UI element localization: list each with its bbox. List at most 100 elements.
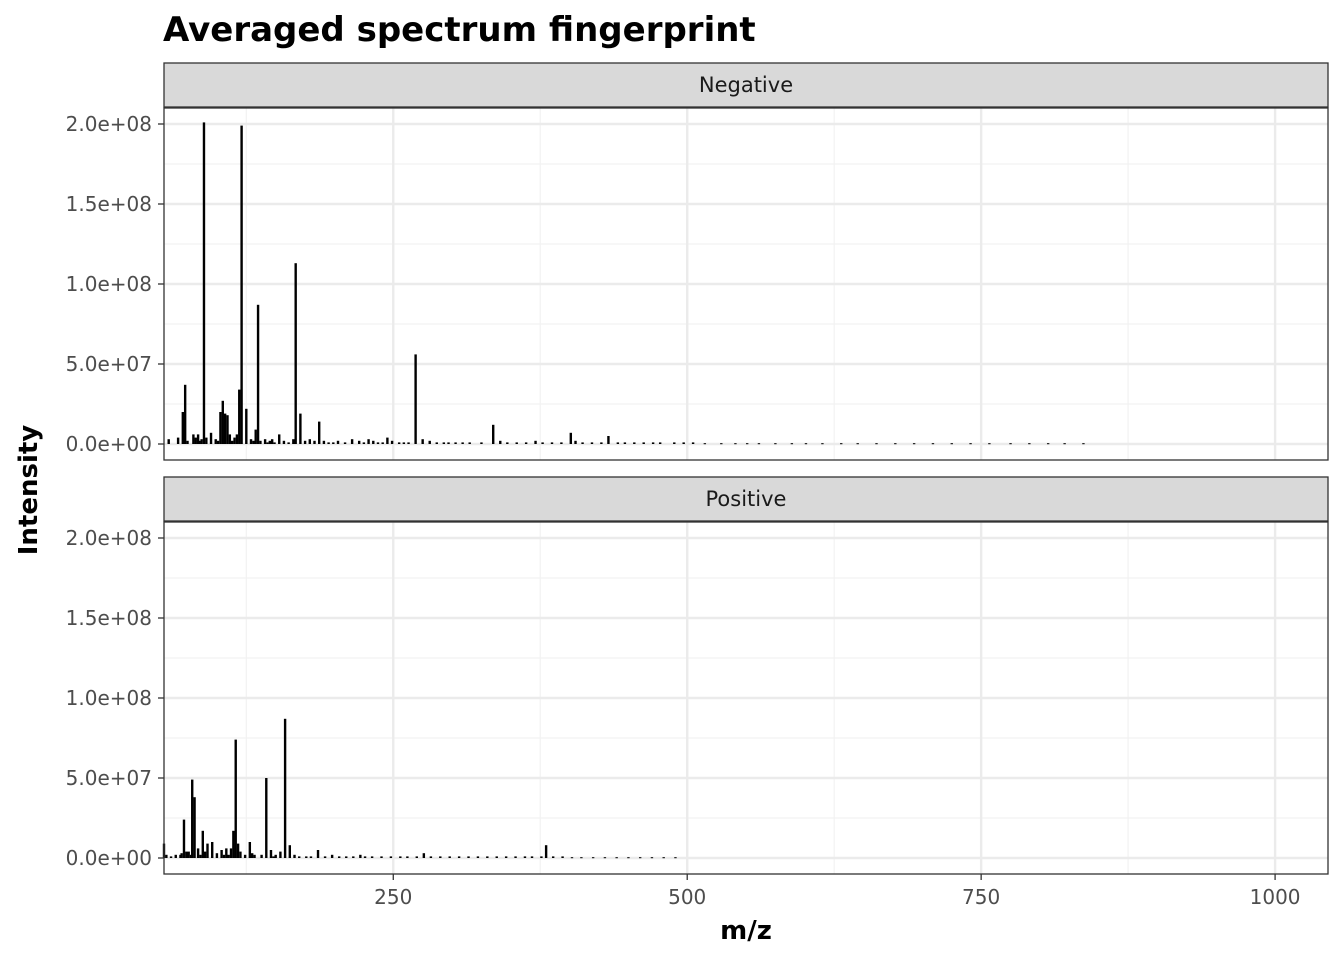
y-tick-label: 0.0e+00 [66, 846, 152, 870]
spectrum-bar [422, 853, 426, 858]
spectrum-bar [234, 739, 237, 858]
spectrum-bar [642, 442, 645, 444]
spectrum-bar [357, 440, 361, 444]
spectrum-bar [561, 856, 564, 858]
spectrum-bar [541, 442, 544, 444]
spectrum-bar [305, 856, 308, 858]
y-tick-label: 1.0e+08 [66, 272, 152, 296]
spectrum-bar [250, 853, 254, 858]
spectrum-bar [167, 439, 170, 444]
spectrum-bar [623, 442, 627, 444]
spectrum-bar [236, 843, 240, 858]
spectrum-bar [202, 122, 206, 445]
spectrum-bar [229, 848, 233, 858]
y-axis-title: Intensity [14, 425, 44, 556]
spectrum-bar [415, 856, 418, 858]
spectrum-bar [359, 854, 362, 858]
spectrum-bar [292, 439, 295, 444]
y-tick-label: 5.0e+07 [66, 766, 152, 790]
spectrum-bar [402, 442, 406, 444]
spectrum-bar [399, 856, 402, 858]
spectrum-bar [196, 434, 200, 444]
spectrum-bar [273, 442, 276, 444]
spectrum-bar [260, 854, 263, 858]
spectrum-bar [225, 848, 228, 858]
spectrum-bar [615, 857, 618, 859]
spectrum-bar [745, 443, 749, 445]
x-axis: 250 500 750 1000 [374, 874, 1301, 909]
spectrum-bar [215, 853, 219, 858]
spectrum-bar [165, 854, 168, 858]
spectrum-bar [407, 442, 410, 444]
spectrum-bar [226, 415, 229, 444]
spectrum-bar [530, 856, 534, 858]
facet-panels: Negative 0.0e+00 5.0e+07 1.0e+08 1.5e+08 2.0e… [66, 62, 1329, 875]
spectrum-bar [581, 442, 584, 444]
spectrum-bar [330, 854, 334, 858]
spectrum-bar [183, 384, 187, 444]
spectrum-bar [272, 856, 275, 858]
spectrum-bar [322, 440, 326, 444]
y-tick-label: 1.5e+08 [66, 606, 152, 630]
spectrum-bar [253, 854, 256, 858]
spectrum-bar [350, 439, 354, 444]
spectrum-bar [198, 440, 201, 444]
spectrum-bar [616, 442, 620, 444]
spectrum-bar [580, 857, 583, 859]
spectrum-bar [298, 856, 301, 858]
spectrum-bar [1028, 443, 1031, 445]
spectrum-bar [447, 442, 450, 444]
facet-strip [163, 476, 1329, 522]
spectrum-bar [266, 442, 269, 444]
spectrum-bar [274, 854, 277, 858]
spectrum-bar [551, 856, 555, 858]
spectrum-bar [192, 434, 195, 444]
spectrum-bar [372, 440, 375, 444]
spectrum-bar [406, 856, 409, 858]
spectrum-bar [230, 440, 234, 444]
spectrum-bar [682, 442, 685, 444]
x-tick-label: 500 [668, 885, 706, 909]
spectrum-bar [389, 856, 393, 858]
spectrum-bar [421, 439, 424, 444]
spectrum-bar [254, 429, 257, 444]
facet-strip-label: Positive [706, 487, 787, 511]
spectrum-bar [248, 842, 252, 858]
spectrum-bar [476, 856, 480, 858]
spectrum-bar [414, 354, 417, 444]
spectrum-bar [524, 442, 528, 444]
spectrum-bar [454, 442, 457, 444]
spectrum-bar [214, 439, 217, 444]
spectrum-bar [282, 440, 286, 444]
spectrum-bar [514, 856, 517, 858]
spectrum-bar [181, 412, 185, 444]
spectrum-bar [287, 442, 290, 444]
spectrum-bar [278, 434, 281, 444]
spectrum-bar [240, 125, 243, 444]
panel-negative: Negative 0.0e+00 5.0e+07 1.0e+08 1.5e+08 2.0e… [66, 62, 1329, 461]
spectrum-bar [209, 432, 213, 444]
spectrum-bar [515, 442, 518, 444]
spectrum-bar [193, 797, 196, 858]
spectrum-bar [367, 439, 370, 444]
spectrum-bar [381, 442, 384, 444]
spectrum-bar [227, 854, 230, 858]
spectrum-bar [269, 850, 273, 858]
spectrum-bar [821, 443, 824, 445]
spectrum-bar [790, 443, 794, 445]
spectrum-bar [480, 442, 483, 444]
panel-positive: Positive 0.0e+00 5.0e+07 1.0e+08 1.5e+08 2.0e… [66, 476, 1329, 875]
spectrum-bar [182, 819, 186, 858]
spectrum-bar [429, 856, 433, 858]
x-axis-title: m/z [720, 916, 772, 946]
spectrum-bar [894, 443, 897, 445]
spectrum-bar [219, 412, 222, 444]
spectrum-bar [174, 854, 177, 858]
spectrum-bar [343, 442, 347, 444]
spectrum-bar [238, 389, 241, 444]
spectrum-bar [376, 442, 380, 444]
spectrum-bar [569, 432, 573, 444]
spectrum-bar [1009, 443, 1012, 445]
spectrum-bar [457, 856, 461, 858]
